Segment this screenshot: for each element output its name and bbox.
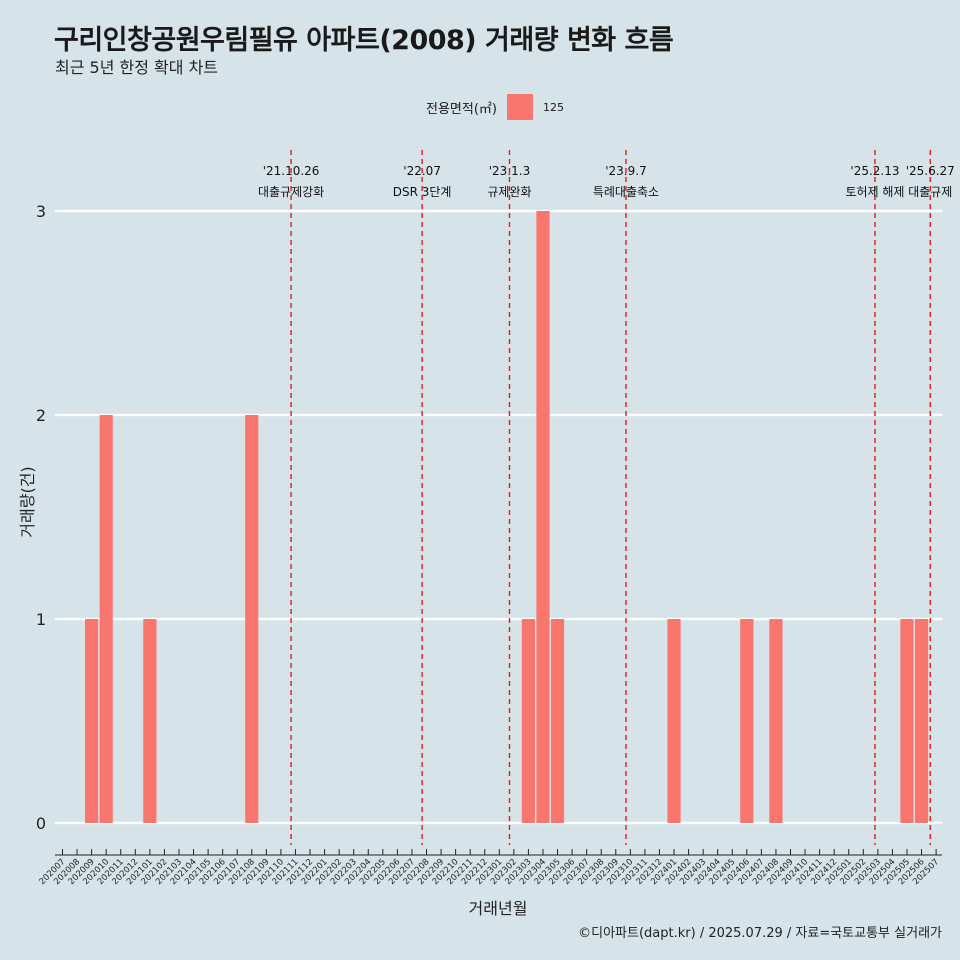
y-tick-label: 3 bbox=[36, 202, 46, 221]
event-date-label: '21.10.26 bbox=[263, 164, 320, 178]
event-date-label: '23.1.3 bbox=[489, 164, 530, 178]
bar bbox=[99, 415, 113, 823]
legend-swatch bbox=[506, 94, 533, 120]
source-caption: ©디아파트(dapt.kr) / 2025.07.29 / 자료=국토교통부 실… bbox=[578, 926, 942, 941]
bar bbox=[914, 619, 929, 823]
event-date-label: '22.07 bbox=[403, 164, 441, 178]
event-label: DSR 3단계 bbox=[393, 185, 452, 199]
bar bbox=[521, 619, 536, 823]
bar bbox=[536, 211, 550, 823]
event-label: 규제완화 bbox=[487, 185, 531, 199]
bar bbox=[85, 619, 99, 823]
event-label: 대출규제강화 bbox=[258, 185, 324, 199]
legend-title: 전용면적(㎡) bbox=[426, 101, 497, 117]
legend: 전용면적(㎡) 125 bbox=[426, 94, 564, 120]
event-label: 특례대출축소 bbox=[593, 185, 659, 199]
bar bbox=[740, 619, 754, 823]
x-axis-title: 거래년월 bbox=[469, 899, 528, 918]
event-label: 토허제 해제 bbox=[845, 185, 904, 199]
bar bbox=[769, 619, 783, 823]
bar bbox=[245, 415, 259, 823]
event-date-label: '25.6.27 bbox=[906, 164, 955, 178]
y-tick-label: 2 bbox=[36, 406, 46, 425]
y-tick-label: 0 bbox=[36, 814, 46, 833]
bar bbox=[667, 619, 681, 823]
event-date-label: '23.9.7 bbox=[605, 164, 646, 178]
chart-subtitle: 최근 5년 한정 확대 차트 bbox=[55, 58, 219, 77]
bar bbox=[550, 619, 565, 823]
bar bbox=[900, 619, 914, 823]
y-axis-title: 거래량(건) bbox=[18, 466, 37, 537]
chart-title: 구리인창공원우림필유 아파트(2008) 거래량 변화 흐름 bbox=[54, 25, 674, 56]
bar bbox=[143, 619, 157, 823]
legend-label: 125 bbox=[542, 100, 564, 114]
event-label: 대출규제 bbox=[908, 185, 952, 199]
event-date-label: '25.2.13 bbox=[850, 164, 899, 178]
y-tick-label: 1 bbox=[36, 610, 46, 629]
